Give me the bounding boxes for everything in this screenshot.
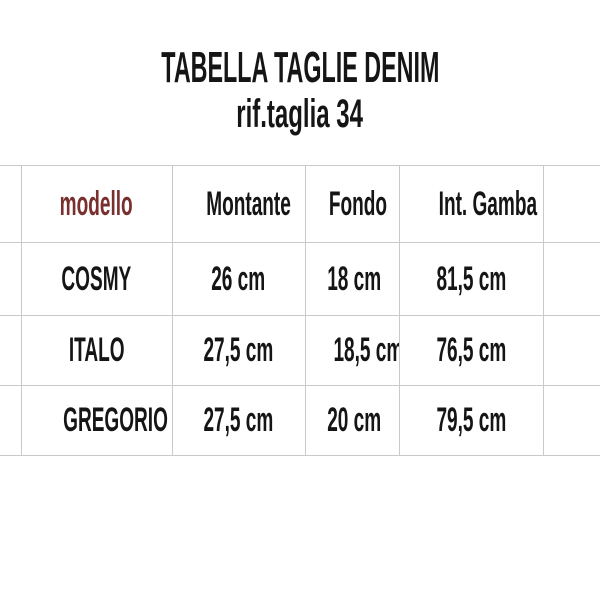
header-label-fondo: Fondo: [328, 184, 387, 223]
measure-value: 27,5 cm: [203, 401, 274, 439]
page-subtitle: rif.taglia 34: [0, 92, 600, 136]
measure-value: 81,5 cm: [436, 259, 506, 298]
header-cell-int-gamba: Int. Gamba: [398, 165, 544, 243]
table-row-cosmy: COSMY 26 cm 18 cm 81,5 cm: [0, 242, 600, 316]
spacer-cell-right: [542, 242, 600, 316]
cell-cosmy-montante: 26 cm: [171, 242, 306, 316]
cell-gregorio-int-gamba: 79,5 cm: [398, 385, 544, 456]
model-name: GREGORIO: [62, 401, 168, 439]
page-title-text: TABELLA TAGLIE DENIM: [160, 43, 440, 92]
cell-cosmy-int-gamba: 81,5 cm: [398, 242, 544, 316]
model-name: ITALO: [68, 331, 125, 369]
spacer-cell-right: [542, 165, 600, 243]
spacer-cell-left: [0, 165, 22, 243]
cell-italo-modello: ITALO: [20, 315, 173, 386]
measure-value: 26 cm: [211, 259, 266, 298]
measure-value: 18,5 cm: [332, 331, 399, 369]
measure-value: 79,5 cm: [436, 401, 506, 439]
table-row-italo: ITALO 27,5 cm 18,5 cm 76,5 cm: [0, 315, 600, 386]
header-cell-montante: Montante: [171, 165, 306, 243]
cell-gregorio-modello: GREGORIO: [20, 385, 173, 456]
cell-cosmy-fondo: 18 cm: [304, 242, 400, 316]
title-block: TABELLA TAGLIE DENIM rif.taglia 34: [0, 44, 600, 137]
spacer-cell-right: [542, 385, 600, 456]
spacer-cell-left: [0, 385, 22, 456]
cell-cosmy-modello: COSMY: [20, 242, 173, 316]
header-label-montante: Montante: [205, 184, 291, 223]
measure-value: 27,5 cm: [203, 331, 274, 369]
table-row-gregorio: GREGORIO 27,5 cm 20 cm 79,5 cm: [0, 385, 600, 456]
cell-gregorio-fondo: 20 cm: [304, 385, 400, 456]
size-table: modello Montante Fondo Int. Gamba COSMY …: [0, 165, 600, 456]
measure-value: 20 cm: [326, 401, 381, 439]
cell-gregorio-montante: 27,5 cm: [171, 385, 306, 456]
measure-value: 18 cm: [326, 259, 381, 298]
spacer-cell-left: [0, 315, 22, 386]
page-title: TABELLA TAGLIE DENIM: [0, 44, 600, 92]
header-cell-fondo: Fondo: [304, 165, 400, 243]
cell-italo-montante: 27,5 cm: [171, 315, 306, 386]
header-cell-modello: modello: [20, 165, 173, 243]
model-name: COSMY: [61, 259, 132, 298]
spacer-cell-left: [0, 242, 22, 316]
cell-italo-fondo: 18,5 cm: [304, 315, 400, 386]
header-label-modello: modello: [60, 184, 133, 223]
page-subtitle-text: rif.taglia 34: [236, 92, 364, 136]
spacer-cell-right: [542, 315, 600, 386]
header-label-int-gamba: Int. Gamba: [438, 184, 537, 223]
measure-value: 76,5 cm: [436, 331, 506, 369]
cell-italo-int-gamba: 76,5 cm: [398, 315, 544, 386]
header-row: modello Montante Fondo Int. Gamba: [0, 165, 600, 243]
